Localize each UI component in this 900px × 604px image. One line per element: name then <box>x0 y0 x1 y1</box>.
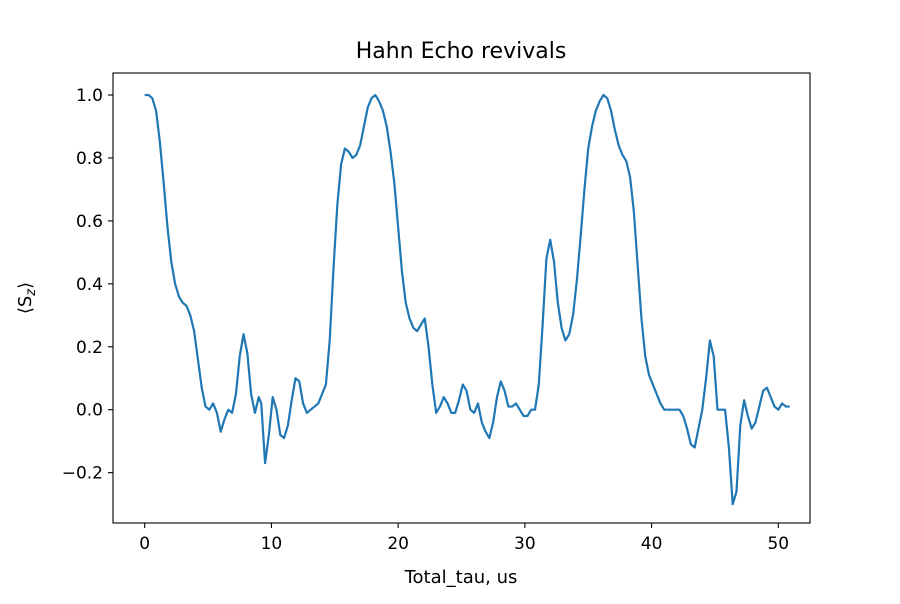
chart-title: Hahn Echo revivals <box>356 39 567 64</box>
y-tick-label: 0.6 <box>76 212 103 232</box>
x-tick-label: 0 <box>139 534 150 554</box>
y-tick-label: 0.2 <box>76 338 103 358</box>
y-axis-label-subscript: z <box>24 288 39 297</box>
y-axis-label-close: ⟩ <box>15 282 36 289</box>
x-tick-label: 30 <box>514 534 536 554</box>
y-axis: −0.2 0.0 0.2 0.4 0.6 0.8 1.0 <box>62 86 113 484</box>
y-tick-label: −0.2 <box>62 464 103 484</box>
x-tick-label: 10 <box>261 534 283 554</box>
x-tick-label: 50 <box>767 534 789 554</box>
y-axis-label: ⟨Sz⟩ <box>15 282 39 314</box>
y-tick-label: 1.0 <box>76 86 103 106</box>
y-axis-label-main: ⟨S <box>15 296 36 314</box>
x-axis: 0 10 20 30 40 50 <box>139 523 789 554</box>
x-axis-label: Total_tau, us <box>404 567 518 588</box>
x-tick-label: 40 <box>641 534 663 554</box>
series-line-0 <box>144 93 790 506</box>
x-tick-label: 20 <box>387 534 409 554</box>
y-tick-label: 0.0 <box>76 401 103 421</box>
plot-area <box>112 72 811 524</box>
plot-frame <box>112 72 811 524</box>
y-tick-label: 0.8 <box>76 149 103 169</box>
y-tick-label: 0.4 <box>76 275 103 295</box>
